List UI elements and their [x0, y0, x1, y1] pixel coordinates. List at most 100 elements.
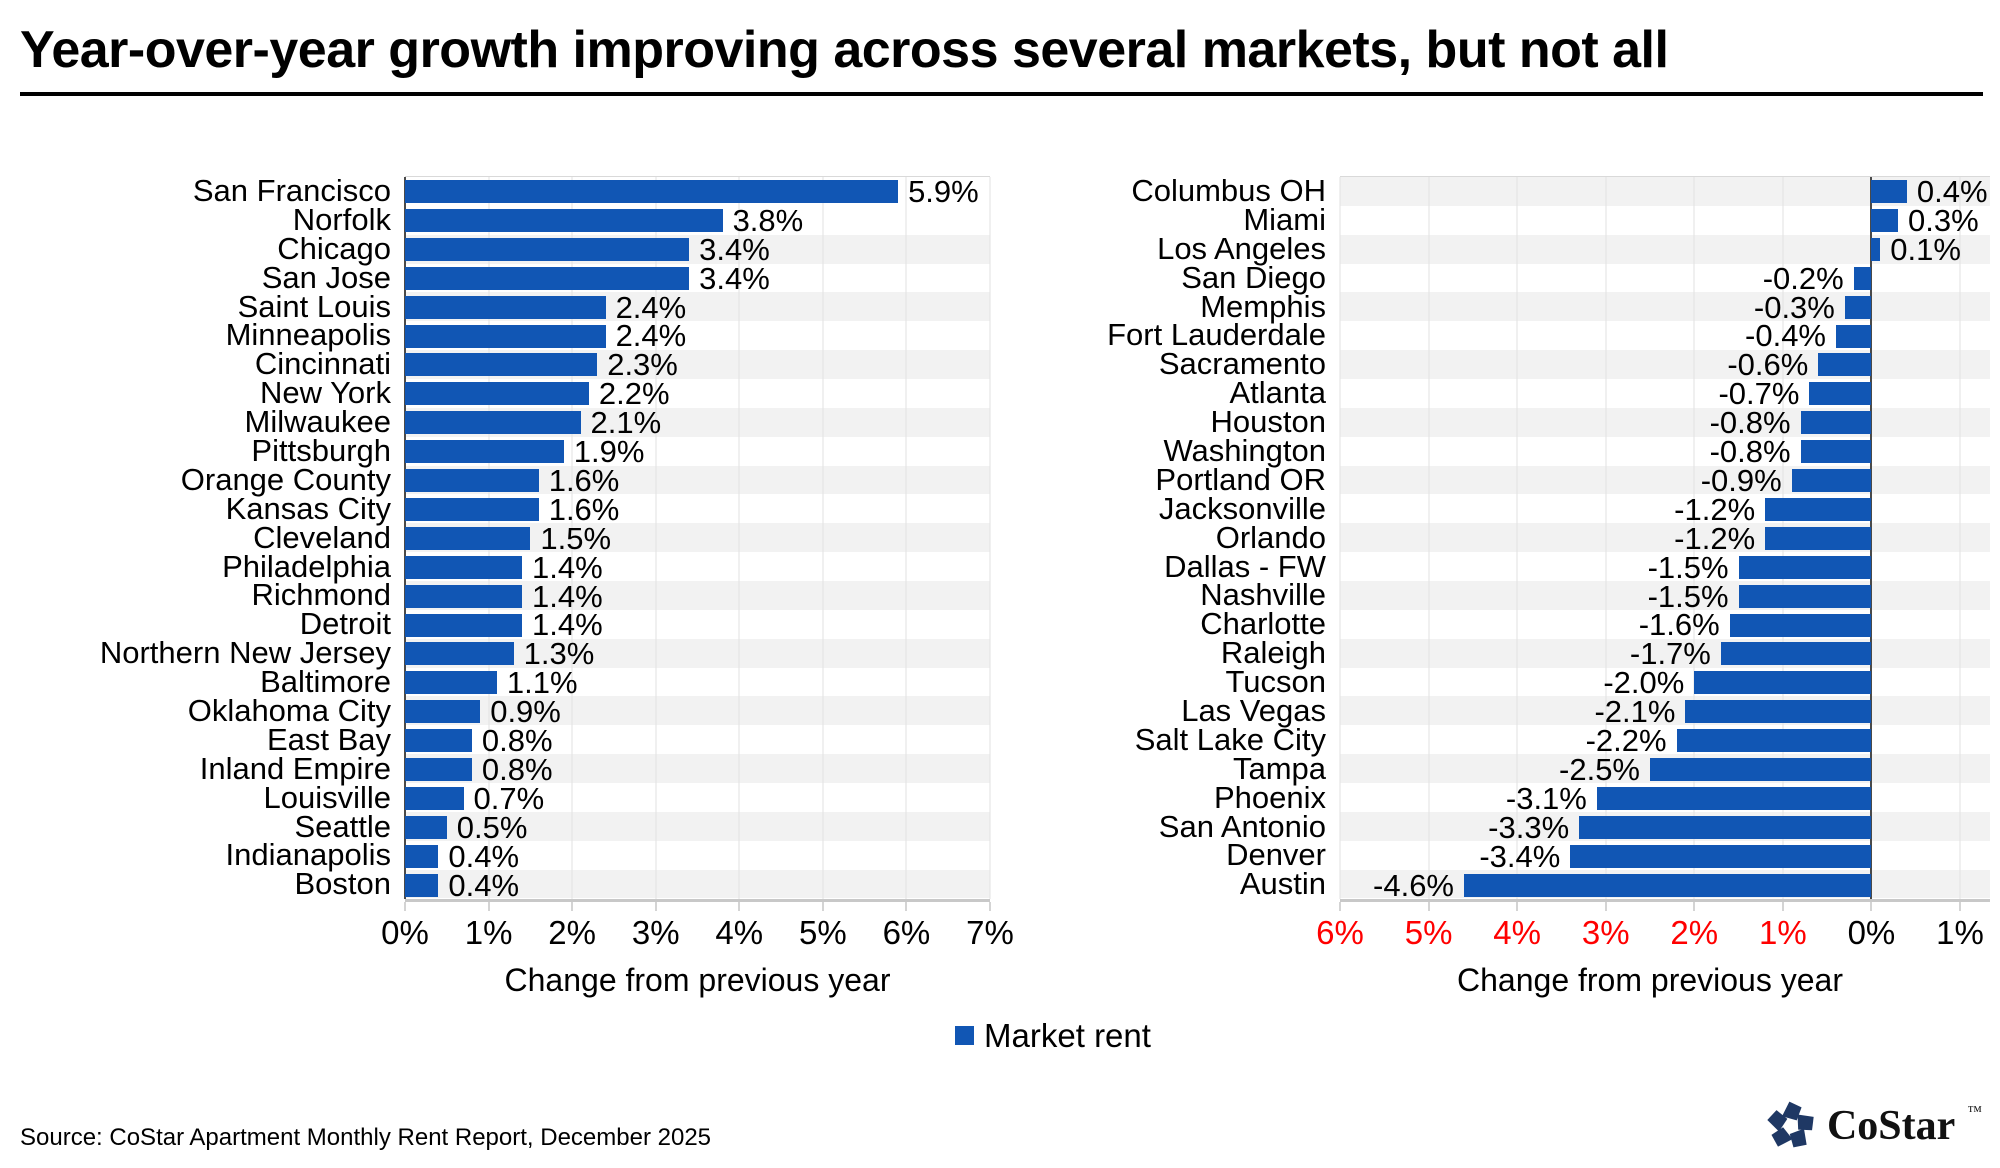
- category-label: Salt Lake City: [1134, 721, 1326, 757]
- bar: [1464, 873, 1872, 897]
- category-label: Sacramento: [1158, 346, 1326, 382]
- bar: [1871, 180, 1907, 203]
- bar-row: -0.6%: [1340, 349, 1960, 380]
- bar-row: -2.1%: [1340, 694, 1960, 730]
- value-label: -2.1%: [1594, 694, 1676, 730]
- category-label: Norfolk: [292, 201, 391, 237]
- category-label: Tampa: [1232, 750, 1326, 786]
- gridline: [1605, 177, 1607, 899]
- value-label: -0.3%: [1753, 289, 1835, 325]
- bar: [405, 844, 439, 868]
- right-x-axis-title: Change from previous year: [1457, 961, 1843, 998]
- value-label: 0.8%: [481, 723, 553, 759]
- left-plot-inner: 5.9% 3.8% 3.4% 3.4% 2.4% 2.4% 2.3% 2.2% 2.1% 1.9%…: [404, 176, 991, 900]
- bar-row: 2.2%: [405, 376, 990, 412]
- bar: [1871, 237, 1881, 261]
- tick-mark: [989, 901, 991, 911]
- value-label: 0.1%: [1890, 231, 1961, 267]
- bar-row: 1.3%: [405, 636, 990, 672]
- bar: [405, 642, 514, 666]
- value-label: 2.2%: [598, 376, 670, 412]
- bar: [405, 613, 522, 637]
- row-band: [1340, 581, 1990, 610]
- value-label: 3.8%: [732, 202, 804, 238]
- category-label: San Jose: [261, 259, 391, 295]
- category-label: Los Angeles: [1157, 230, 1326, 266]
- gridline: [905, 177, 907, 899]
- bar: [405, 469, 539, 492]
- bar-row: 1.4%: [405, 552, 990, 583]
- bar: [1738, 555, 1872, 579]
- tick-mark: [488, 901, 490, 911]
- legend-swatch: [955, 1025, 975, 1045]
- bar: [405, 873, 439, 897]
- bar-row: 2.1%: [405, 405, 990, 441]
- bar-row: 2.4%: [405, 292, 990, 322]
- right-plot-inner: 0.4% 0.3% 0.1% -0.2% -0.3% -0.4% -0.6% -0.7% -0.…: [1339, 176, 1988, 900]
- bar: [1729, 613, 1872, 637]
- value-label: 2.1%: [590, 405, 662, 441]
- source-text: Source: CoStar Apartment Monthly Rent Re…: [20, 1124, 712, 1151]
- category-label: Minneapolis: [225, 317, 391, 353]
- category-label: Chicago: [277, 230, 391, 266]
- bar-row: 0.1%: [1340, 231, 1961, 267]
- bar: [1765, 497, 1872, 521]
- row-band: [1340, 696, 1990, 726]
- bar: [405, 266, 690, 290]
- tick-label: 1%: [1936, 913, 1984, 951]
- bar-row: 0.8%: [405, 754, 990, 785]
- value-label: -0.9%: [1700, 462, 1782, 498]
- right-category-labels: Columbus OH Miami Los Angeles San Diego Memp…: [1040, 172, 1340, 899]
- category-label: Indianapolis: [225, 837, 391, 873]
- costar-logo-text: CoStar: [1826, 1103, 1956, 1149]
- bar-row: 2.3%: [405, 347, 990, 383]
- value-label: -3.4%: [1479, 838, 1561, 874]
- page-title: Year-over-year growth improving across s…: [20, 21, 1669, 79]
- value-label: -1.5%: [1647, 578, 1729, 614]
- category-label: Charlotte: [1200, 606, 1326, 642]
- tick-label: 4%: [1493, 913, 1541, 951]
- bar-row: 0.4%: [405, 870, 990, 900]
- legend-label: Market rent: [984, 1016, 1151, 1054]
- bar: [405, 353, 598, 377]
- value-label: 0.5%: [456, 809, 528, 845]
- tick-label: 3%: [631, 913, 680, 951]
- tick-mark: [655, 901, 657, 911]
- value-label: 0.4%: [1916, 173, 1988, 209]
- value-label: -2.0%: [1603, 665, 1685, 701]
- bar: [405, 700, 481, 724]
- tick-mark: [905, 901, 907, 911]
- left-x-axis-line: [405, 898, 990, 902]
- bar-row: 2.4%: [405, 318, 990, 354]
- row-band: [1340, 234, 1990, 264]
- tick-label: 3%: [1581, 913, 1630, 951]
- bar-row: -1.5%: [1340, 578, 1960, 614]
- bar: [1596, 786, 1872, 810]
- category-label: Columbus OH: [1131, 172, 1326, 208]
- value-label: -2.5%: [1559, 751, 1640, 787]
- value-label: 1.3%: [523, 636, 595, 672]
- bar: [1844, 295, 1872, 319]
- trademark-symbol: ™: [1967, 1104, 1982, 1120]
- tick-mark: [571, 901, 573, 911]
- row-band: [1340, 638, 1990, 668]
- value-label: 2.3%: [607, 347, 678, 383]
- bar-row: 1.6%: [405, 494, 990, 525]
- left-plot-area: 5.9% 3.8% 3.4% 3.4% 2.4% 2.4% 2.3% 2.2% 2.1% 1.9%…: [404, 176, 991, 900]
- bar-row: -0.2%: [1340, 260, 1960, 296]
- gridline: [571, 177, 573, 899]
- category-label: Dallas - FW: [1164, 548, 1326, 584]
- bar: [1836, 324, 1872, 348]
- bar: [405, 786, 464, 810]
- category-label: Philadelphia: [222, 548, 391, 584]
- tick-mark: [1339, 901, 1341, 911]
- value-label: 2.4%: [615, 318, 687, 354]
- category-label: San Francisco: [192, 172, 391, 208]
- bar-row: 1.1%: [405, 667, 990, 698]
- value-label: -0.7%: [1718, 376, 1800, 412]
- costar-logo: CoStar ™: [1765, 1098, 1982, 1154]
- tick-label: 1%: [1758, 913, 1807, 951]
- value-label: -0.8%: [1709, 434, 1791, 470]
- value-label: -0.2%: [1762, 260, 1844, 296]
- gridline: [1339, 177, 1341, 899]
